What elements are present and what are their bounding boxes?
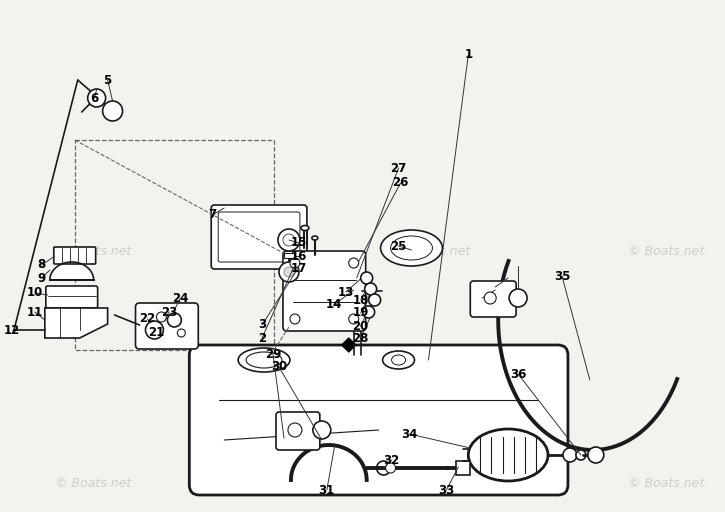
Text: 8: 8	[38, 259, 46, 271]
Circle shape	[167, 313, 181, 327]
Text: © Boats.net: © Boats.net	[55, 245, 131, 258]
Circle shape	[563, 448, 577, 462]
Text: 26: 26	[392, 177, 409, 189]
Text: © Boats.net: © Boats.net	[628, 477, 704, 490]
Text: 31: 31	[319, 483, 335, 497]
Text: 1: 1	[464, 49, 473, 61]
Text: 21: 21	[149, 326, 165, 338]
Circle shape	[509, 289, 527, 307]
Polygon shape	[45, 308, 107, 338]
Text: 25: 25	[390, 240, 407, 252]
Polygon shape	[341, 338, 356, 352]
Ellipse shape	[246, 352, 282, 368]
FancyBboxPatch shape	[218, 212, 300, 262]
Text: © Boats.net: © Boats.net	[394, 477, 470, 490]
Text: 20: 20	[352, 319, 369, 332]
Circle shape	[288, 423, 302, 437]
FancyBboxPatch shape	[136, 303, 198, 349]
Circle shape	[290, 258, 300, 268]
Circle shape	[313, 421, 331, 439]
Ellipse shape	[383, 351, 415, 369]
Circle shape	[361, 272, 373, 284]
FancyBboxPatch shape	[54, 247, 96, 264]
Text: 30: 30	[271, 360, 287, 373]
Circle shape	[283, 234, 295, 246]
Circle shape	[588, 447, 604, 463]
FancyBboxPatch shape	[471, 281, 516, 317]
Text: 11: 11	[27, 306, 43, 318]
Ellipse shape	[238, 348, 290, 372]
Bar	[456, 461, 471, 475]
FancyBboxPatch shape	[189, 345, 568, 495]
Text: 15: 15	[291, 237, 307, 249]
FancyBboxPatch shape	[46, 286, 98, 308]
Text: 19: 19	[352, 307, 369, 319]
Ellipse shape	[392, 355, 405, 365]
Circle shape	[279, 262, 299, 282]
Text: © Boats.net: © Boats.net	[394, 245, 470, 258]
Text: 34: 34	[402, 428, 418, 440]
Text: 17: 17	[291, 263, 307, 275]
Text: 18: 18	[352, 293, 369, 307]
Circle shape	[290, 314, 300, 324]
Text: 22: 22	[139, 312, 156, 326]
Text: 24: 24	[172, 291, 188, 305]
Circle shape	[284, 267, 294, 277]
Text: 9: 9	[38, 271, 46, 285]
Text: 12: 12	[4, 324, 20, 336]
Circle shape	[368, 294, 381, 306]
Ellipse shape	[468, 429, 548, 481]
Circle shape	[349, 258, 359, 268]
FancyBboxPatch shape	[283, 251, 365, 331]
Circle shape	[362, 306, 375, 318]
Circle shape	[103, 101, 123, 121]
Text: 6: 6	[91, 92, 99, 104]
Bar	[284, 253, 294, 258]
Ellipse shape	[391, 236, 432, 260]
Text: 5: 5	[104, 74, 112, 87]
Circle shape	[146, 321, 163, 339]
FancyBboxPatch shape	[276, 412, 320, 450]
Text: 32: 32	[384, 454, 399, 466]
Text: 14: 14	[326, 298, 342, 311]
Circle shape	[365, 283, 376, 295]
Text: © Boats.net: © Boats.net	[55, 477, 131, 490]
Text: 33: 33	[438, 483, 455, 497]
Text: 13: 13	[338, 286, 354, 298]
Text: 3: 3	[258, 318, 266, 331]
Circle shape	[376, 461, 391, 475]
Text: 7: 7	[208, 208, 216, 222]
Text: 36: 36	[510, 368, 526, 380]
Text: 28: 28	[352, 331, 369, 345]
Text: 2: 2	[258, 331, 266, 345]
Circle shape	[386, 463, 396, 473]
Text: 10: 10	[27, 287, 43, 300]
Circle shape	[576, 450, 586, 460]
Text: 29: 29	[265, 348, 281, 360]
Circle shape	[349, 314, 359, 324]
Text: 23: 23	[161, 306, 178, 318]
Circle shape	[157, 312, 167, 322]
Ellipse shape	[381, 230, 442, 266]
Ellipse shape	[301, 225, 309, 230]
FancyBboxPatch shape	[211, 205, 307, 269]
Text: 27: 27	[391, 161, 407, 175]
Polygon shape	[50, 262, 94, 280]
Text: 16: 16	[291, 249, 307, 263]
Circle shape	[484, 292, 496, 304]
Text: 35: 35	[554, 269, 570, 283]
Circle shape	[88, 89, 106, 107]
Ellipse shape	[312, 236, 318, 240]
Circle shape	[178, 329, 186, 337]
Text: © Boats.net: © Boats.net	[628, 245, 704, 258]
Circle shape	[278, 229, 300, 251]
